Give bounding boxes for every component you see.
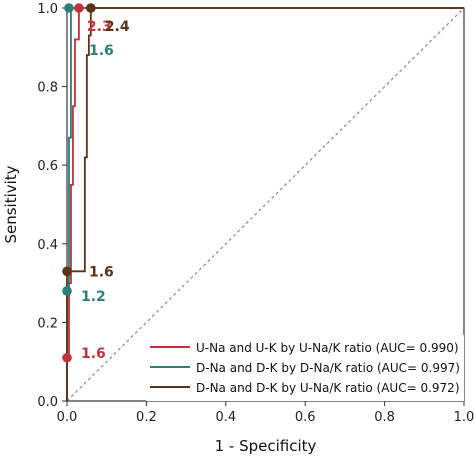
x-tick-label: 0.0 [57, 410, 78, 425]
legend-label: U-Na and U-K by U-Na/K ratio (AUC= 0.990… [196, 341, 459, 355]
y-axis-title: Sensitivity [2, 165, 20, 243]
cutoff-point-marker [74, 3, 84, 13]
plot-area: 0.0 0.2 0.4 0.6 0.8 1.0 0.0 0.2 0.4 0.6 0.8 1.0 2.32… [37, 2, 474, 425]
x-tick-label: 0.4 [215, 410, 236, 425]
legend-label: D-Na and D-K by U-Na/K ratio (AUC= 0.972… [196, 381, 460, 395]
y-tick-label: 1.0 [37, 2, 58, 17]
y-tick-label: 0.8 [37, 81, 58, 96]
y-tick-label: 0.0 [37, 395, 58, 410]
cutoff-point-label: 1.6 [81, 346, 106, 362]
y-tick-label: 0.2 [37, 316, 58, 331]
cutoff-point-label: 2.3 [87, 19, 112, 35]
x-tick-label: 1.0 [454, 410, 474, 425]
x-tick-label: 0.2 [136, 410, 157, 425]
x-axis-title: 1 - Specificity [215, 437, 317, 455]
legend-box [146, 335, 464, 401]
cutoff-point-label: 2.4 [105, 19, 130, 35]
y-tick-label: 0.4 [37, 238, 58, 253]
cutoff-point-marker [64, 3, 74, 13]
cutoff-point-marker [62, 352, 72, 363]
cutoff-point-marker [86, 3, 96, 13]
series-line-3 [66, 7, 464, 401]
cutoff-point-marker [62, 266, 72, 277]
cutoff-point-marker [62, 286, 72, 296]
legend-label: D-Na and D-K by D-Na/K ratio (AUC= 0.997… [196, 361, 460, 375]
x-tick-label: 0.8 [374, 410, 395, 425]
y-tick-label: 0.6 [37, 159, 58, 174]
x-tick-label: 0.6 [295, 410, 316, 425]
cutoff-point-label: 1.6 [89, 264, 114, 280]
cutoff-point-label: 1.6 [89, 43, 114, 59]
cutoff-point-label: 1.2 [81, 289, 106, 305]
